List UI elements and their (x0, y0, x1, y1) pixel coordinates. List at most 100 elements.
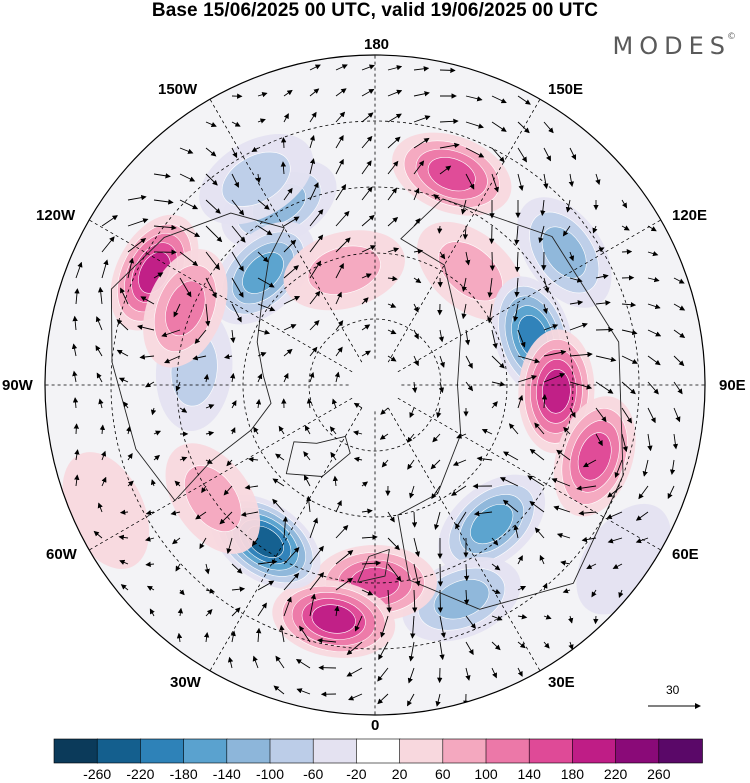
wind-vector (647, 433, 653, 452)
wind-vector (309, 158, 316, 175)
wind-vector (251, 146, 259, 152)
wind-vector (153, 173, 171, 179)
modes-logo: MODES© (612, 32, 736, 60)
wind-vector (377, 667, 389, 682)
wind-vector (127, 218, 149, 227)
wind-vector (361, 324, 371, 331)
wind-vector (591, 589, 597, 598)
wind-vector (309, 346, 318, 357)
wind-vector (387, 136, 401, 149)
wind-vector (309, 64, 321, 71)
wind-vector (593, 615, 599, 625)
wind-vector (205, 199, 221, 214)
wind-vector (329, 426, 337, 435)
wind-vector (199, 537, 207, 550)
wind-vector (569, 251, 575, 262)
wind-vector (635, 511, 649, 521)
wind-vector (272, 498, 285, 513)
wind-vector (412, 589, 418, 613)
wind-vector (283, 348, 293, 357)
wind-vector (257, 118, 266, 124)
wind-vector (508, 423, 519, 435)
wind-vector (439, 118, 459, 125)
wind-vector (553, 505, 571, 513)
wind-vector (387, 160, 399, 175)
colorbar-swatch (658, 738, 703, 764)
wind-vector (534, 422, 545, 435)
wind-vector (231, 225, 246, 243)
wind-vector (283, 547, 300, 565)
colorbar-swatch (226, 738, 271, 764)
wind-vector (179, 225, 201, 238)
wind-vector (517, 641, 526, 649)
colorbar-tick-label: 220 (603, 766, 628, 782)
wind-vector (73, 423, 80, 435)
wind-vector (512, 303, 519, 322)
wind-vector (205, 121, 217, 128)
meridian-line (89, 219, 353, 373)
wind-vector (517, 355, 541, 364)
wind-vector (491, 401, 498, 409)
wind-vector (465, 147, 485, 158)
wind-vector (439, 641, 445, 661)
wind-vector (98, 398, 104, 409)
wind-vector (647, 303, 661, 310)
latitude-circle (242, 252, 508, 518)
wind-vector (595, 247, 605, 253)
wind-vector (436, 407, 442, 419)
meridian-line (387, 99, 541, 363)
graticule (45, 55, 705, 715)
wind-vector (562, 588, 571, 594)
wind-vector (517, 147, 527, 163)
wind-vector (226, 537, 233, 554)
wind-vector (413, 160, 425, 175)
wind-vector (179, 456, 188, 462)
wind-vector (179, 251, 199, 267)
wind-vector (565, 199, 572, 213)
wind-vector (481, 429, 493, 435)
wind-vector (335, 524, 349, 539)
wind-vector (517, 329, 526, 348)
wind-vector (491, 147, 505, 163)
colorbar-tick-label: 260 (647, 766, 671, 782)
wind-vector (563, 426, 571, 435)
lon-label-60w: 60W (46, 546, 77, 563)
wind-vector (118, 377, 129, 383)
wind-vector (145, 381, 155, 388)
wind-vector (116, 319, 129, 331)
wind-vector (335, 263, 344, 279)
wind-vector (517, 95, 531, 105)
wind-vector (542, 303, 548, 314)
wind-vector (255, 398, 262, 409)
wind-vector (529, 501, 545, 513)
anomaly-contour (311, 604, 356, 634)
wind-vector (568, 173, 574, 187)
wind-vector (205, 147, 217, 157)
wind-vector (413, 137, 430, 149)
wind-vector (491, 641, 501, 651)
wind-vector (621, 407, 632, 424)
wind-vector (72, 315, 78, 331)
colorbar-swatch (312, 738, 358, 764)
wind-vector (673, 381, 683, 395)
wind-vector (127, 237, 147, 253)
wind-vector (296, 688, 311, 695)
wind-vector (231, 607, 241, 617)
wind-vector (309, 182, 319, 201)
wind-vector (149, 608, 155, 617)
wind-vector (381, 459, 389, 468)
wind-vector (330, 451, 337, 461)
wind-vector (179, 147, 194, 154)
wind-vector (487, 303, 493, 324)
colorbar-swatch (140, 738, 185, 764)
wind-vector (335, 237, 351, 253)
wind-vector (309, 320, 320, 331)
lon-label-90e: 90E (719, 377, 746, 394)
wind-vector (123, 401, 129, 409)
wind-vector (275, 655, 285, 669)
wind-vector (606, 511, 623, 520)
wind-vector (251, 537, 259, 547)
wind-vector (437, 225, 443, 234)
wind-vector (309, 290, 321, 305)
wind-vector (252, 655, 259, 669)
